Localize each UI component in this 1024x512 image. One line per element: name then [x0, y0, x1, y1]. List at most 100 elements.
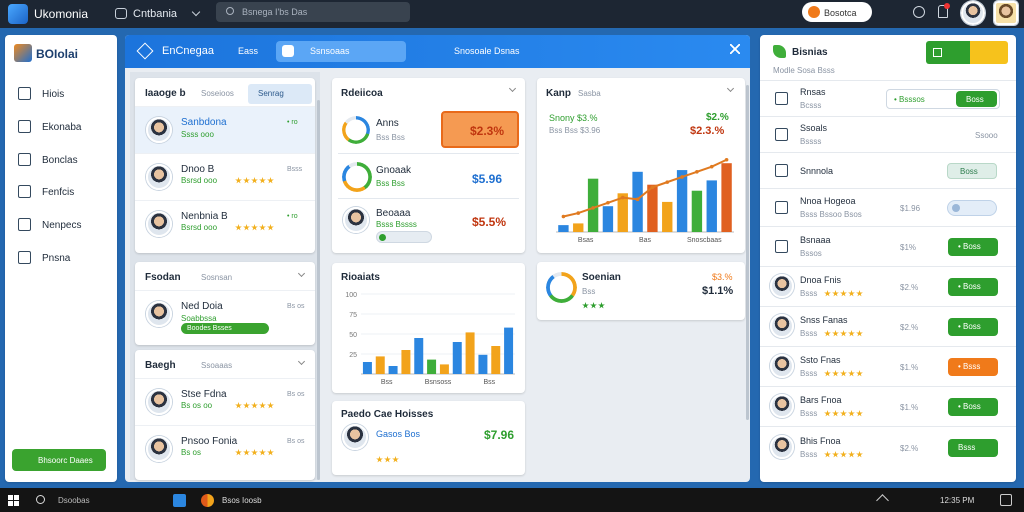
sidebar-button-label[interactable]: Bhsoorc Daaes	[38, 456, 93, 465]
list-title: Iaaoge b	[145, 88, 186, 99]
list-row[interactable]: Dnoo B Bsrsd ooo Bsss	[135, 153, 315, 200]
avatar	[770, 314, 794, 338]
row-button[interactable]	[948, 278, 998, 296]
row-button-label[interactable]: Bsss	[958, 443, 976, 452]
action-label[interactable]: Bosotca	[824, 8, 857, 18]
row-pill-label[interactable]: Boss	[960, 167, 978, 176]
row-button-label[interactable]: Boss	[966, 95, 984, 104]
user-avatar[interactable]	[961, 1, 985, 25]
overview-subtitle: Sasba	[578, 89, 601, 98]
nav-icon[interactable]	[18, 251, 31, 264]
nav-item[interactable]: Ekonaba	[42, 122, 82, 133]
nav-item[interactable]: Bonclas	[42, 155, 78, 166]
list-row[interactable]: Ssoals Bssss Ssooo	[760, 116, 1016, 152]
row-pill[interactable]	[947, 163, 997, 179]
row-button[interactable]	[948, 318, 998, 336]
list-card: Iaaoge b Soseioos Senrag Sanbdona Ssss ooo • …	[135, 78, 315, 253]
rating	[824, 330, 863, 337]
notify-icon[interactable]	[913, 6, 925, 18]
list-row[interactable]: Snss Fanas Bsss $2.% • Boss	[760, 306, 1016, 346]
nav-item[interactable]: Fenfcis	[42, 187, 75, 198]
list-row[interactable]: Snnnola Boss	[760, 152, 1016, 188]
list-row[interactable]: Nenbnia B Bsrsd ooo • ro	[135, 200, 315, 247]
toggle[interactable]	[947, 200, 997, 216]
item-bar[interactable]	[181, 323, 269, 334]
row-button[interactable]	[948, 439, 998, 457]
panel-title: Bisnias	[792, 47, 828, 58]
list-row[interactable]: Nnoa Hogeoa Bsss Bssoo Bsos $1.96	[760, 188, 1016, 226]
row-button-label[interactable]: • Boss	[958, 322, 981, 331]
nav-item[interactable]: Nenpecs	[42, 220, 82, 231]
row-button[interactable]	[948, 398, 998, 416]
sidebar-button[interactable]	[12, 449, 106, 471]
tray-clock[interactable]: 12:35 PM	[940, 496, 975, 505]
nav-icon[interactable]	[18, 120, 31, 133]
row-button[interactable]	[948, 358, 998, 376]
panel-button[interactable]	[926, 41, 970, 64]
bar	[676, 170, 688, 232]
row-button-label[interactable]: • Bsss	[958, 362, 981, 371]
taskbar-search[interactable]: Dsoobas	[58, 496, 90, 505]
avatar	[146, 164, 172, 190]
header-pill[interactable]	[276, 41, 406, 62]
header-menu[interactable]: Snosoale Dsnas	[454, 46, 520, 56]
rating	[235, 449, 274, 456]
search-text[interactable]: Bsnega I'bs Das	[242, 7, 308, 17]
header-pill-label[interactable]: Ssnsoaas	[310, 46, 350, 56]
taskbar-app[interactable]: Bsos Ioosb	[222, 496, 262, 505]
user-avatar[interactable]	[994, 1, 1018, 25]
workspace-icon[interactable]	[115, 8, 127, 19]
toggle[interactable]	[376, 231, 432, 243]
bar	[504, 327, 514, 374]
row-sub: Bsss	[800, 329, 818, 338]
bar-line-chart: Bsas Bas Snoscbaas	[556, 157, 734, 244]
start-button[interactable]	[8, 495, 19, 506]
list-tab[interactable]	[248, 84, 312, 104]
x-tick-label: Snoscbaas	[687, 237, 722, 244]
row-input[interactable]	[886, 89, 1000, 109]
taskbar-app-icon[interactable]	[173, 494, 186, 507]
list-row[interactable]: Sanbdona Ssss ooo • ro	[135, 106, 315, 153]
search-icon[interactable]	[36, 495, 45, 504]
row-icon	[775, 164, 788, 177]
list-row[interactable]: Dnoa Fnis Bsss $2.% • Boss	[760, 266, 1016, 306]
list-tab-label[interactable]: Senrag	[258, 89, 284, 98]
list-row[interactable]: Rnsas Bcsss • Bsssos Boss	[760, 80, 1016, 116]
list-row[interactable]: Pnsoo Fonia Bs os Bs os	[135, 425, 315, 472]
panel-button[interactable]	[970, 41, 1008, 64]
item-right: Bs os	[287, 438, 305, 445]
list-row[interactable]: Stse Fdna Bs os oo Bs os	[135, 378, 315, 425]
taskbar-app-icon[interactable]	[201, 494, 214, 507]
bar	[362, 362, 372, 374]
row-button[interactable]	[948, 238, 998, 256]
item-name: Stse Fdna	[181, 389, 227, 400]
list-row[interactable]: Ssto Fnas Bsss $1.% • Bsss	[760, 346, 1016, 386]
close-button[interactable]	[730, 44, 740, 54]
toggle-knob	[952, 204, 960, 212]
row-button-label[interactable]: • Boss	[958, 282, 981, 291]
alert-icon[interactable]	[938, 5, 948, 18]
nav-icon[interactable]	[18, 153, 31, 166]
nav-icon[interactable]	[18, 87, 31, 100]
row-button-label[interactable]: • Boss	[958, 402, 981, 411]
list-row[interactable]: Bsnaaa Bssos $1% • Boss	[760, 226, 1016, 266]
list-row[interactable]: Bhis Fnoa Bsss $2.% Bsss	[760, 426, 1016, 468]
row-button-label[interactable]: • Boss	[958, 242, 981, 251]
caret[interactable]	[297, 357, 306, 366]
list-row[interactable]: Ned Doia Soabbssa Boodes Bsses Bs os	[135, 290, 315, 337]
list-row[interactable]: Bars Fnoa Bsss $1.% • Boss	[760, 386, 1016, 426]
nav-item[interactable]: Pnsna	[42, 253, 71, 264]
tray-icon[interactable]	[1000, 494, 1012, 506]
search-box[interactable]	[216, 2, 410, 22]
caret[interactable]	[297, 269, 306, 278]
header-tab[interactable]: Eass	[238, 46, 259, 56]
action-pill[interactable]	[802, 2, 872, 22]
row-icon	[775, 201, 788, 214]
nav-icon[interactable]	[18, 185, 31, 198]
workspace[interactable]: Cntbania	[133, 8, 178, 20]
nav-icon[interactable]	[18, 218, 31, 231]
row-sub: Bssos	[800, 249, 822, 258]
nav-item[interactable]: Hiois	[42, 89, 65, 100]
row-button[interactable]	[956, 91, 997, 107]
row-name: Ssoals	[800, 123, 828, 133]
